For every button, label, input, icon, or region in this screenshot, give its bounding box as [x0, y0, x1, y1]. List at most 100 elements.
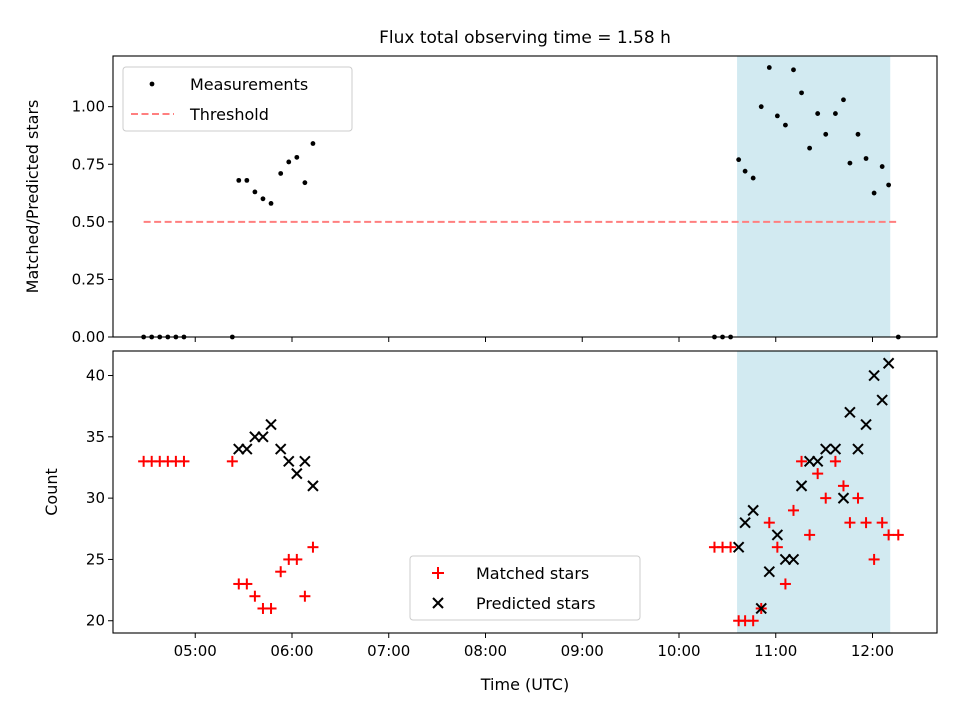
chart-title: Flux total observing time = 1.58 h: [379, 28, 671, 48]
measurement-point: [791, 67, 796, 73]
x-tick-label: 05:00: [174, 642, 217, 660]
measurement-point: [244, 177, 250, 183]
measurement-point: [783, 122, 788, 128]
y-tick-label: 0.00: [72, 328, 105, 346]
y-tick-label: 40: [86, 367, 105, 385]
legend-measurements-marker: [149, 81, 155, 87]
predicted-star-point: [860, 418, 872, 431]
measurement-point: [871, 190, 877, 196]
measurement-point: [886, 182, 892, 188]
top-observing-interval-shade: [737, 56, 891, 337]
legend-predicted-label: Predicted stars: [476, 594, 596, 613]
predicted-star-point: [882, 357, 895, 369]
measurement-point: [736, 157, 742, 163]
x-axis-label: Time (UTC): [480, 675, 569, 694]
matched-star-point: [812, 468, 824, 480]
matched-star-point: [747, 615, 759, 627]
predicted-star-point: [829, 443, 842, 455]
predicted-star-point: [265, 418, 277, 431]
matched-star-point: [779, 578, 791, 590]
measurement-point: [799, 90, 804, 96]
matched-star-point: [883, 529, 895, 541]
top-y-axis-ticks: 0.00 0.25 0.50 0.75 1.00: [72, 98, 113, 346]
bottom-y-axis-label: Count: [42, 468, 61, 516]
matched-star-point: [763, 517, 775, 529]
predicted-star-point: [837, 492, 850, 504]
matched-star-point: [249, 590, 261, 602]
legend-threshold-label: Threshold: [189, 105, 269, 124]
legend-matched-marker: [432, 567, 444, 579]
measurement-point: [260, 196, 266, 202]
matched-star-point: [771, 541, 783, 553]
predicted-star-point: [876, 394, 888, 406]
matched-star-point: [892, 529, 904, 541]
matched-star-point: [876, 517, 888, 529]
predicted-star-point: [844, 406, 856, 419]
predicted-star-point: [747, 504, 759, 517]
predicted-star-point: [739, 516, 751, 529]
measurement-point: [807, 145, 813, 151]
measurement-point: [302, 180, 308, 186]
predicted-star-point: [257, 431, 269, 443]
matched-star-point: [299, 590, 311, 602]
x-tick-label: 12:00: [851, 642, 894, 660]
measurement-point: [833, 111, 838, 116]
x-tick-label: 06:00: [270, 642, 313, 660]
top-y-axis-label: Matched/Predicted stars: [23, 100, 42, 294]
measurement-point: [815, 111, 821, 116]
predicted-star-point: [771, 529, 784, 541]
bottom-observing-interval-shade: [737, 351, 891, 633]
predicted-star-point: [852, 443, 864, 455]
y-tick-label: 30: [86, 489, 105, 507]
matched-star-point: [804, 529, 816, 541]
measurement-point: [286, 159, 292, 165]
measurement-point: [823, 131, 829, 137]
predicted-star-point: [787, 553, 800, 566]
measurement-point: [236, 177, 242, 183]
y-tick-label: 0.75: [72, 155, 105, 173]
bottom-x-axis-ticks: 05:00 06:00 07:00 08:00 09:00 10:00 11:00 12:00: [174, 633, 894, 660]
measurement-point: [847, 160, 853, 166]
measurement-point: [863, 156, 869, 161]
measurement-point: [855, 131, 861, 137]
measurement-point: [294, 154, 300, 160]
measurement-point: [758, 104, 764, 110]
matched-star-point: [226, 455, 238, 467]
top-panel: 0.00 0.25 0.50 0.75 1.00 Matched/Predicted s…: [23, 55, 938, 346]
y-tick-label: 1.00: [72, 98, 105, 116]
matched-star-point: [275, 566, 287, 578]
matched-star-point: [844, 517, 856, 529]
matched-star-point: [725, 541, 737, 553]
legend-measurements-label: Measurements: [190, 75, 308, 94]
predicted-star-point: [811, 455, 824, 468]
predicted-star-point: [755, 602, 767, 615]
predicted-stars-points: [233, 357, 895, 615]
x-tick-label: 11:00: [754, 642, 797, 660]
measurement-point: [774, 113, 780, 119]
matched-star-point: [860, 517, 872, 529]
x-tick-label: 08:00: [464, 642, 507, 660]
y-tick-label: 0.50: [72, 213, 105, 231]
measurement-point: [252, 189, 258, 195]
matched-stars-points: [138, 455, 904, 627]
matched-star-point: [852, 492, 864, 504]
predicted-star-point: [732, 541, 745, 553]
matched-star-point: [307, 541, 319, 553]
measurement-point: [278, 171, 284, 176]
matched-star-point: [265, 602, 277, 614]
predicted-star-point: [274, 443, 287, 455]
measurement-point: [750, 175, 756, 181]
x-tick-label: 10:00: [657, 642, 700, 660]
predicted-star-point: [307, 480, 319, 492]
bottom-legend: Matched stars Predicted stars: [409, 555, 641, 621]
predicted-star-point: [291, 467, 303, 480]
matched-star-point: [829, 455, 841, 467]
predicted-star-point: [283, 455, 295, 468]
top-x-axis-ticks: [194, 337, 873, 342]
x-tick-label: 09:00: [561, 642, 604, 660]
y-tick-label: 20: [86, 612, 105, 630]
top-plot-frame: [112, 55, 938, 338]
measurement-point: [766, 65, 772, 70]
matched-star-point: [796, 455, 808, 467]
